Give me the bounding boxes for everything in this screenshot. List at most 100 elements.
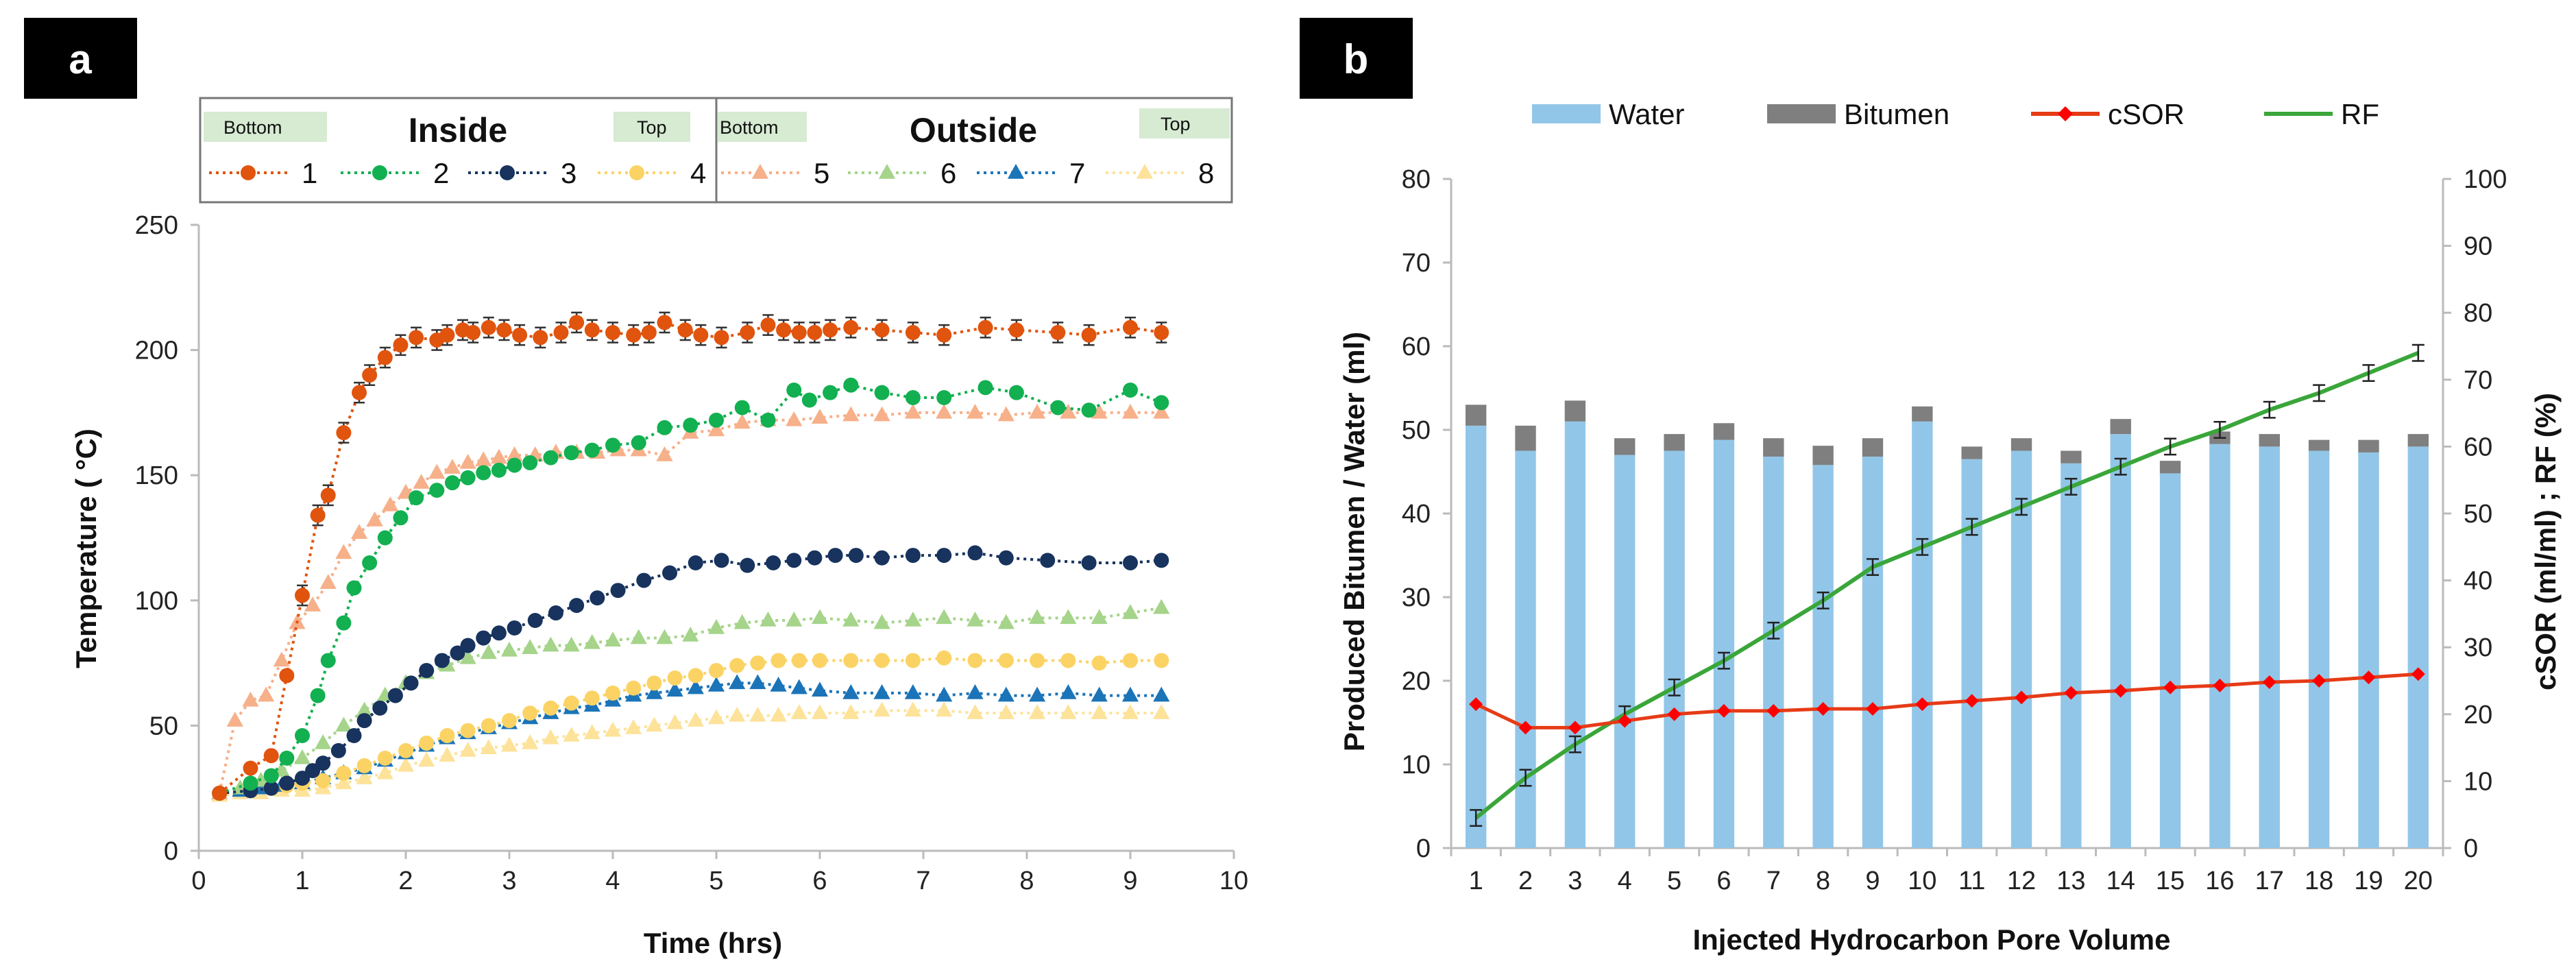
panel-a-series-2-point [843, 377, 859, 393]
panel-a-series-7-point [1153, 686, 1170, 702]
panel-a-x-tick-label: 6 [812, 867, 827, 895]
panel-b-water-bar [1465, 425, 1487, 848]
panel-a-series-5-point [490, 448, 507, 464]
panel-a-series-4-point [667, 670, 683, 686]
panel-a-series-5-point [413, 474, 430, 489]
legend-a-swatch-marker [629, 165, 644, 180]
panel-a-series-8-point [770, 706, 787, 722]
panel-a-x-axis-label: Time (hrs) [644, 927, 782, 959]
panel-a-series-7-point [707, 677, 725, 692]
panel-a-series-3-point [905, 548, 921, 564]
panel-a-series-2-point [460, 470, 476, 485]
panel-b-water-bar [1862, 457, 1884, 848]
panel-a-series-6-point [542, 636, 559, 652]
panel-b-y2-tick-label: 20 [2464, 701, 2492, 729]
panel-a-series-7-point [842, 684, 860, 699]
panel-a-series-8-point [500, 736, 518, 752]
panel-label-b-text: b [1344, 36, 1369, 82]
panel-a-series-4-point [419, 735, 435, 751]
panel-b-bitumen-bar [1763, 438, 1784, 457]
panel-b-water-bar [1664, 450, 1685, 848]
panel-a-series-3 [212, 545, 1169, 801]
panel-a-series-2-point [491, 462, 507, 478]
panel-a-y-tick-label: 100 [135, 587, 178, 616]
panel-b-bitumen-bar [1465, 404, 1487, 426]
panel-a-series-1-point [641, 325, 657, 341]
panel-a-x-tick-label: 5 [709, 867, 723, 895]
legend-a-swatch-marker [241, 165, 256, 180]
panel-a-series-1-point [936, 327, 952, 343]
panel-a-series-2-point [444, 475, 460, 491]
panel-a-series-1-point [791, 325, 807, 341]
panel-b-csor-point [1716, 703, 1731, 718]
legend-b-swatch [1532, 104, 1601, 123]
panel-a-series-4-point [770, 653, 786, 668]
panel-a-series-8-point [729, 706, 746, 722]
panel-b-csor-line [1475, 672, 2418, 729]
panel-a-series-3-point [1040, 553, 1056, 568]
panel-a-series-3-point [848, 548, 864, 564]
panel-a-series-2-point [310, 688, 326, 703]
panel-a-series-2-point [1050, 400, 1066, 415]
panel-a-series-2-point [429, 483, 445, 498]
panel-a-series-3-point [967, 545, 983, 561]
panel-b-bitumen-bar [2110, 419, 2131, 435]
panel-b-water-bar [1763, 457, 1784, 848]
panel-a-series-3-point [356, 713, 372, 729]
panel-a-series-6-point [630, 629, 647, 644]
panel-b-x-tick-label: 19 [2354, 867, 2383, 895]
panel-a-series-6-point [760, 612, 777, 627]
panel-a-series-6-point [1091, 609, 1108, 625]
panel-a-series-8-point [439, 747, 456, 762]
panel-b-y-tick-label: 30 [1402, 583, 1431, 612]
panel-a-series-2-point [346, 580, 362, 596]
panel-a-series-6-point [315, 734, 332, 749]
legend-a-swatch-marker [1007, 164, 1025, 179]
panel-b-bitumen-bar [1564, 400, 1586, 422]
panel-a-series-4-point [522, 705, 538, 721]
legend-b-label: cSOR [2108, 98, 2185, 130]
panel-a-series-3-point [688, 555, 703, 571]
panel-b-bitumen-bar [2159, 461, 2181, 474]
panel-b-plot [1465, 343, 2429, 848]
panel-a-series-5-point [506, 446, 523, 461]
panel-a-series-6-point [656, 629, 673, 644]
panel-b-y-tick-label: 0 [1416, 834, 1431, 863]
panel-a-series-1-point [677, 322, 693, 338]
panel-a-series-7-point [873, 684, 890, 699]
panel-a-series-2-point [657, 420, 672, 435]
panel-a-x-tick-label: 7 [916, 867, 930, 895]
panel-a-series-1-point [393, 337, 409, 353]
panel-a-series-5-point [1060, 403, 1077, 419]
panel-label-a: a [24, 18, 137, 99]
panel-a-series-5-point [350, 524, 368, 539]
panel-a-series-2-point [977, 380, 993, 396]
panel-a-series-4-point [1060, 653, 1076, 668]
legend-a-swatch-marker [878, 164, 896, 179]
panel-a-series-3-point [936, 548, 952, 564]
panel-a-series-7-point [790, 679, 807, 694]
panel-a-series-5-point [786, 411, 803, 426]
panel-a-series-6-point [873, 614, 890, 629]
panel-a-series-4-point [626, 680, 642, 696]
panel-b-csor-point [2064, 686, 2078, 700]
legend-a-item-1: 1 [209, 157, 317, 189]
panel-a-series-2-point [522, 455, 538, 470]
panel-a-series-8-point [707, 709, 725, 725]
panel-a-series-3-point [714, 553, 729, 568]
panel-b-water-bar [2159, 473, 2181, 848]
panel-a-series-4-point [646, 675, 662, 691]
panel-a-series-1-point [465, 325, 481, 341]
panel-a-series-6-point [707, 619, 725, 634]
panel-a-series-2-point [243, 775, 258, 791]
panel-a-series-2 [212, 377, 1169, 801]
panel-a-series-6-point [811, 609, 829, 625]
panel-a-series-3-point [387, 688, 403, 703]
legend-bottom-tag-outside-text: Bottom [720, 117, 779, 138]
panel-a-series-1-point [714, 330, 729, 346]
panel-a-series-3-point [450, 645, 465, 661]
panel-b-legend: Water Bitumen cSOR RF [1532, 98, 2379, 130]
panel-a-series-3-point [527, 613, 543, 629]
panel-a-series-4-point [356, 758, 372, 773]
legend-b-item-water: Water [1532, 98, 1684, 130]
